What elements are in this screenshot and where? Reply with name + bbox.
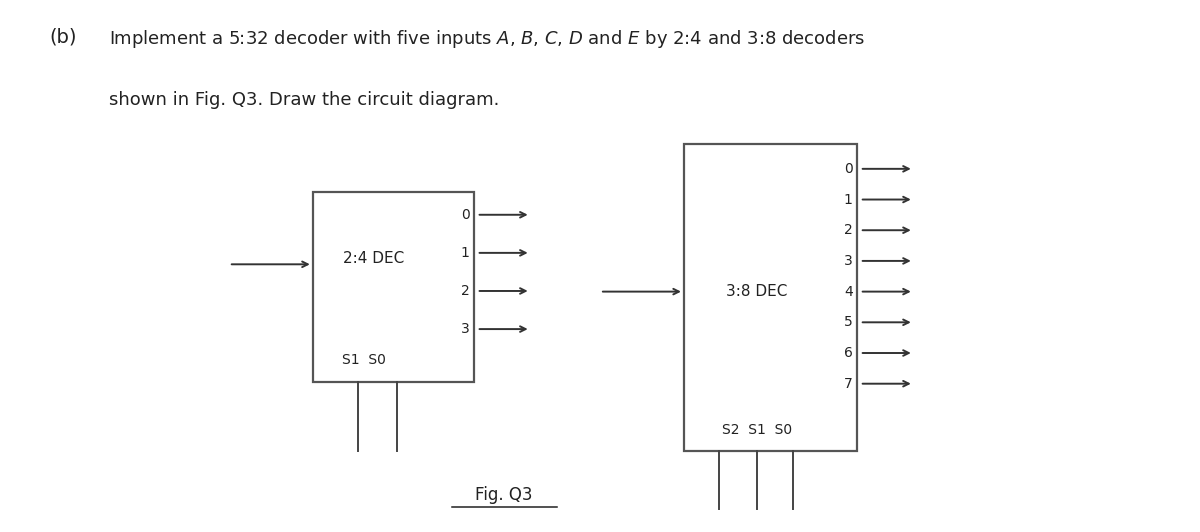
Text: 2:4 DEC: 2:4 DEC	[343, 251, 404, 266]
Text: 2: 2	[461, 284, 469, 298]
Text: 1: 1	[844, 193, 853, 206]
Text: Fig. Q3: Fig. Q3	[475, 486, 533, 504]
Text: 1: 1	[461, 246, 469, 260]
Text: 5: 5	[844, 315, 853, 329]
Text: 6: 6	[844, 346, 853, 360]
Text: 3: 3	[844, 254, 853, 268]
Text: 4: 4	[844, 285, 853, 298]
Text: 3: 3	[461, 322, 469, 336]
Text: 3:8 DEC: 3:8 DEC	[726, 284, 787, 299]
Text: 7: 7	[844, 377, 853, 390]
Text: shown in Fig. Q3. Draw the circuit diagram.: shown in Fig. Q3. Draw the circuit diagr…	[109, 92, 499, 110]
Text: S2  S1  S0: S2 S1 S0	[721, 423, 792, 437]
Text: 2: 2	[844, 223, 853, 237]
Text: 0: 0	[844, 162, 853, 176]
Text: Implement a 5:32 decoder with five inputs $A$, $B$, $C$, $D$ and $E$ by 2:4 and : Implement a 5:32 decoder with five input…	[109, 28, 865, 50]
Text: (b): (b)	[49, 28, 77, 47]
FancyBboxPatch shape	[313, 192, 474, 383]
Text: S1  S0: S1 S0	[342, 353, 386, 367]
FancyBboxPatch shape	[684, 144, 858, 451]
Text: 0: 0	[461, 208, 469, 222]
